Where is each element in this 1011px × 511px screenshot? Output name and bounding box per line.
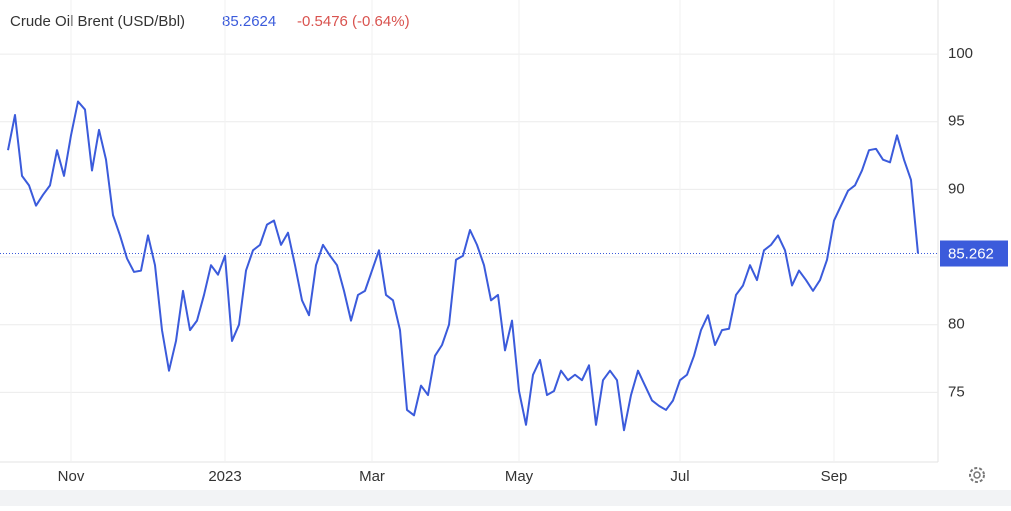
gear-inner — [973, 471, 981, 479]
price: 85.2624 — [222, 13, 276, 30]
y-tick-label: 90 — [948, 180, 965, 197]
x-tick-label: 2023 — [208, 468, 241, 485]
chart-title: Crude Oil Brent (USD/Bbl) — [10, 13, 185, 30]
y-tick-label: 80 — [948, 316, 965, 333]
last-price-label: 85.262 — [948, 245, 994, 262]
x-tick-label: Sep — [821, 468, 848, 485]
settings-icon[interactable] — [969, 467, 985, 483]
x-tick-label: May — [505, 468, 534, 485]
y-tick-label: 100 — [948, 45, 973, 62]
y-tick-label: 95 — [948, 113, 965, 130]
price-line — [7, 100, 919, 432]
x-tick-label: Mar — [359, 468, 385, 485]
change: -0.5476 (-0.64%) — [297, 13, 410, 30]
last-price-tag — [940, 240, 1008, 267]
y-tick-label: 75 — [948, 383, 965, 400]
footer-strip — [0, 490, 1011, 506]
x-tick-label: Jul — [670, 468, 689, 485]
x-tick-label: Nov — [58, 468, 85, 485]
gear-outer — [969, 467, 985, 483]
